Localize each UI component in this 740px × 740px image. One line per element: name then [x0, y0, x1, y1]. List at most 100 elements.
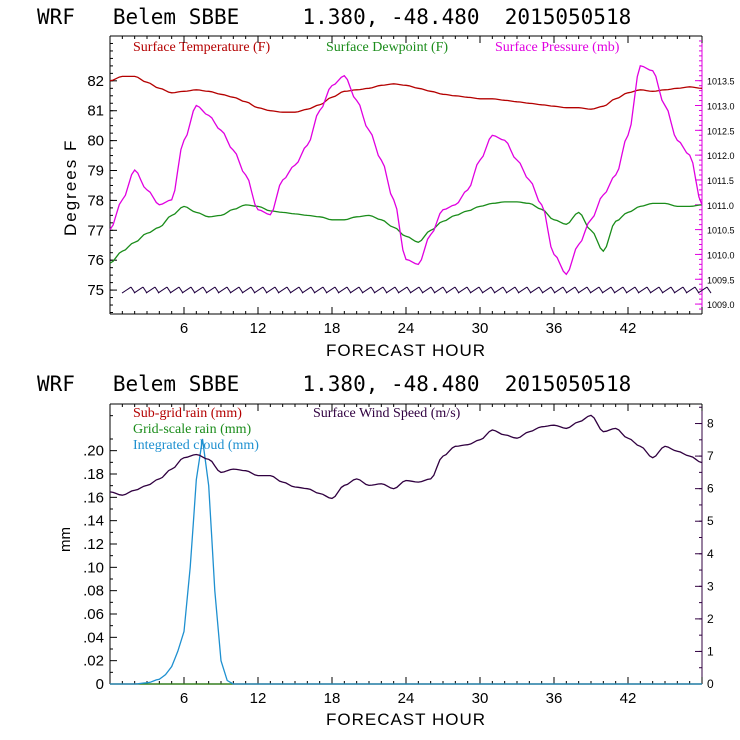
wind-barb-shaft: [637, 286, 648, 294]
wind-barb-shaft: [529, 286, 540, 294]
wind-barb-shaft: [673, 286, 684, 294]
wind-barb-shaft: [373, 286, 384, 294]
wind-barb-shaft: [325, 286, 336, 294]
wind-barb-flag: [190, 286, 196, 294]
wind-barb-flag: [694, 286, 700, 294]
wind-barb-shaft: [205, 286, 216, 294]
wind-barb-flag: [514, 286, 520, 294]
bottom-x-axis-label: FORECAST HOUR: [326, 710, 486, 729]
wind-barb-flag: [430, 286, 436, 294]
top-y-tick-label: 75: [87, 282, 104, 299]
wind-barb-flag: [646, 286, 652, 294]
wind-barb-shaft: [445, 286, 456, 294]
top-x-tick-label: 24: [398, 320, 415, 337]
bottom-y2-tick-label: 1: [707, 644, 714, 658]
wind-barb-shaft: [469, 286, 480, 294]
bottom-y-tick-label: .02: [83, 653, 104, 670]
wind-barb-shaft: [145, 286, 156, 294]
wind-barb-shaft: [349, 286, 360, 294]
wind-barb-flag: [178, 286, 184, 294]
top-chart-title: WRF Belem SBBE 1.380, -48.480 2015050518: [37, 5, 631, 29]
wind-barb-shaft: [505, 286, 516, 294]
top-x-tick-label: 6: [180, 320, 188, 337]
wind-barb-flag: [358, 286, 364, 294]
wind-barb-flag: [370, 286, 376, 294]
wind-barb-flag: [706, 286, 712, 294]
bottom-x-tick-label: 36: [546, 690, 563, 707]
bottom-y2-tick-label: 0: [707, 677, 714, 691]
top-x-tick-label: 42: [620, 320, 637, 337]
wind-barb-flag: [202, 286, 208, 294]
wind-barb-shaft: [565, 286, 576, 294]
wind-barb-shaft: [625, 286, 636, 294]
wind-barb-flag: [166, 286, 172, 294]
bottom-legend-cloud: Integrated cloud (mm): [133, 438, 259, 453]
top-x-tick-label: 36: [546, 320, 563, 337]
wind-barb-flag: [298, 286, 304, 294]
top-y2-tick-label: 1012.0: [707, 151, 735, 161]
top-y2-tick-label: 1009.5: [707, 275, 735, 285]
wind-barb-shaft: [481, 286, 492, 294]
wind-barb-shaft: [265, 286, 276, 294]
top-y-tick-label: 82: [87, 73, 104, 90]
wind-barb-flag: [310, 286, 316, 294]
top-y2-tick-label: 1011.5: [707, 176, 734, 186]
bottom-y-tick-label: .18: [83, 466, 104, 483]
bottom-y2-tick-label: 8: [707, 417, 714, 431]
wind-barb-flag: [502, 286, 508, 294]
top-y2-tick-label: 1012.5: [707, 126, 735, 136]
top-y2-tick-label: 1011.0: [707, 201, 734, 211]
bottom-y2-tick-label: 4: [707, 547, 714, 561]
top-x-axis-label: FORECAST HOUR: [326, 341, 486, 360]
bottom-y-tick-label: .10: [83, 559, 104, 576]
wind-barb-flag: [586, 286, 592, 294]
wind-barb-shaft: [517, 286, 528, 294]
bottom-x-tick-label: 12: [250, 690, 267, 707]
wind-barb-flag: [454, 286, 460, 294]
wind-barb-shaft: [229, 286, 240, 294]
wind-barb-shaft: [193, 286, 204, 294]
bottom-x-tick-label: 42: [620, 690, 637, 707]
wind-barb-shaft: [613, 286, 624, 294]
wind-barb-shaft: [541, 286, 552, 294]
wind-barb-flag: [598, 286, 604, 294]
wind-barb-shaft: [421, 286, 432, 294]
bottom-y-tick-label: .08: [83, 583, 104, 600]
wind-barb-flag: [286, 286, 292, 294]
top-y2-tick-label: 1010.5: [707, 226, 735, 236]
wind-barb-flag: [274, 286, 280, 294]
wind-barb-shaft: [337, 286, 348, 294]
top-series-surface-pressure-mb: [109, 65, 703, 276]
wind-barb-shaft: [241, 286, 252, 294]
wind-barb-flag: [346, 286, 352, 294]
wind-barb-shaft: [433, 286, 444, 294]
wind-barb-shaft: [301, 286, 312, 294]
wind-barb-shaft: [589, 286, 600, 294]
wind-barb-flag: [394, 286, 400, 294]
wind-barb-flag: [442, 286, 448, 294]
top-y2-tick-label: 1010.0: [707, 250, 735, 260]
wind-barb-flag: [682, 286, 688, 294]
wind-barb-flag: [142, 286, 148, 294]
top-series-surface-temperature-f: [109, 75, 703, 113]
wind-barb-shaft: [553, 286, 564, 294]
top-x-tick-label: 30: [472, 320, 489, 337]
bottom-legend-subgrid-rain: Sub-grid rain (mm): [133, 406, 242, 421]
bottom-chart-title: WRF Belem SBBE 1.380, -48.480 2015050518: [37, 372, 631, 396]
wind-barb-flag: [406, 286, 412, 294]
top-plot-frame: [109, 35, 703, 315]
top-y-tick-label: 78: [87, 192, 104, 209]
top-series-surface-dewpoint-f: [109, 201, 703, 264]
wind-barb-shaft: [601, 286, 612, 294]
wind-barb-shaft: [289, 286, 300, 294]
top-x-tick-label: 12: [250, 320, 267, 337]
wind-barb-flag: [670, 286, 676, 294]
wind-barb-flag: [226, 286, 232, 294]
bottom-y-tick-label: .20: [83, 443, 104, 460]
bottom-x-tick-label: 6: [180, 690, 188, 707]
top-legend-dewpoint: Surface Dewpoint (F): [326, 40, 448, 55]
wind-barb-flag: [214, 286, 220, 294]
wind-barb-flag: [238, 286, 244, 294]
wind-barb-flag: [262, 286, 268, 294]
